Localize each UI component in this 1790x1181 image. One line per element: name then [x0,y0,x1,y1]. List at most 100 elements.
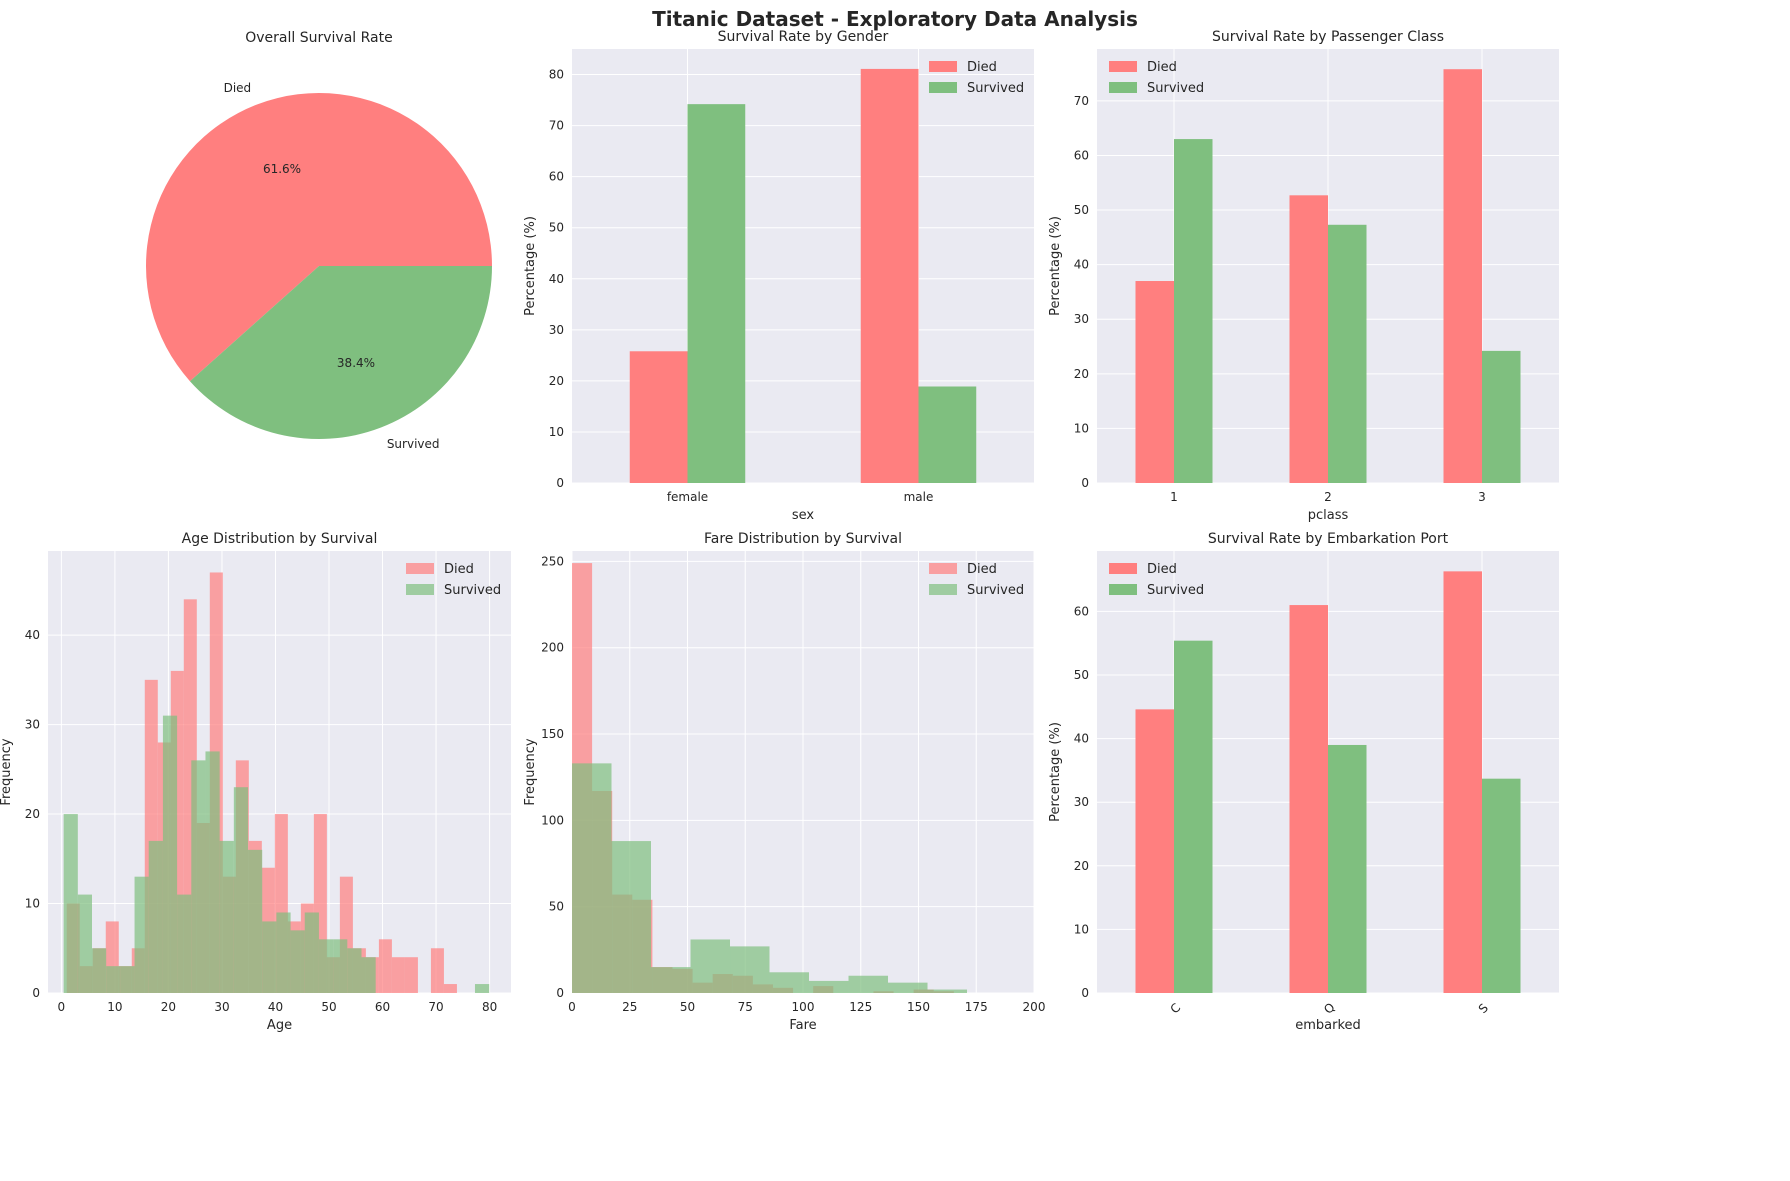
hist-bin-survived [651,967,691,993]
y-axis-label: Percentage (%) [1048,722,1063,822]
pie-pct-label: 38.4% [337,356,375,370]
legend-swatch-died [929,61,957,72]
chart-0: Overall Survival Rate Died 61.6% Survived 38… [145,30,493,451]
hist-bin-survived [290,930,305,993]
x-tick-label: 40 [268,1000,283,1014]
bar-died-s [1443,571,1482,993]
hist-bin-survived [361,957,376,993]
y-tick-label: 30 [25,718,40,732]
y-tick-label: 40 [1074,732,1089,746]
x-tick-label: female [667,490,708,504]
x-tick-label: 20 [161,1000,176,1014]
legend-label: Died [1147,562,1177,577]
bar-survived-c [1174,640,1213,993]
y-tick-label: 50 [549,900,564,914]
x-tick-label: 175 [965,1000,988,1014]
x-axis-label: Age [267,1018,292,1033]
y-tick-label: 30 [1074,795,1089,809]
legend-label: Survived [444,583,501,598]
legend-swatch-died [929,563,957,574]
chart-title: Survival Rate by Gender [718,29,889,45]
y-tick-label: 20 [549,374,564,388]
hist-bin-died [378,939,392,993]
chart-title: Overall Survival Rate [245,30,392,46]
legend: Died Survived [406,562,501,598]
y-tick-label: 60 [1074,604,1089,618]
x-axis-label: pclass [1308,508,1349,523]
y-tick-label: 10 [1074,922,1089,936]
bar-survived-q [1328,744,1367,993]
hist-bin-survived [219,840,234,993]
y-tick-label: 200 [541,641,564,655]
hist-bin-survived [769,972,810,993]
y-tick-label: 20 [1074,859,1089,873]
legend-swatch-died [1109,563,1137,574]
hist-bin-survived [162,715,178,993]
y-tick-label: 40 [25,628,40,642]
x-tick-label: 200 [1023,1000,1046,1014]
y-tick-label: 50 [1074,668,1089,682]
hist-bin-died [430,948,444,993]
hist-bin-died [404,957,418,993]
x-axis-label: embarked [1295,1018,1361,1033]
y-axis-label: Percentage (%) [523,216,538,316]
x-tick-label: 2 [1324,490,1332,504]
y-tick-label: 40 [1074,258,1089,272]
hist-bin-survived [572,763,612,993]
legend-label: Died [1147,60,1177,75]
legend: Died Survived [929,60,1024,96]
legend-swatch-survived [1109,584,1137,595]
hist-bin-survived [191,760,206,993]
x-tick-label: 100 [792,1000,815,1014]
bar-survived-3 [1482,350,1521,483]
y-tick-label: 0 [1081,986,1089,1000]
x-tick-label: 75 [738,1000,753,1014]
legend: Died Survived [1109,60,1204,96]
legend-label: Died [967,562,997,577]
hist-bin-survived [318,939,334,993]
x-tick-label: C [1167,1000,1183,1016]
hist-bin-survived [927,989,968,993]
legend-swatch-survived [929,82,957,93]
x-tick-label: S [1476,1001,1491,1016]
bar-died-female [629,351,688,483]
hist-bin-survived [177,894,192,993]
hist-bin-survived [63,814,78,993]
y-tick-label: 20 [1074,367,1089,381]
y-tick-label: 10 [25,897,40,911]
hist-bin-survived [611,841,652,993]
chart-title: Fare Distribution by Survival [704,531,902,547]
hist-bin-died [443,984,457,993]
hist-bin-survived [848,975,889,993]
legend-label: Survived [1147,81,1204,96]
hist-bin-survived [205,751,220,993]
pie-label: Survived [387,437,440,451]
legend-label: Survived [1147,583,1204,598]
y-tick-label: 50 [549,221,564,235]
y-tick-label: 250 [541,554,564,568]
x-tick-label: 3 [1478,490,1486,504]
hist-bin-survived [304,912,319,993]
hist-bin-survived [276,912,291,993]
y-tick-label: 60 [1074,148,1089,162]
hist-bin-survived [262,921,277,993]
bar-died-male [860,68,919,484]
legend-swatch-died [406,563,434,574]
chart-1: 0 10 20 30 40 50 60 70 80 female male Survival Rate… [523,29,1034,523]
hist-bin-survived [91,948,107,993]
bar-survived-male [918,386,977,483]
x-tick-label: 30 [214,1000,229,1014]
y-tick-label: 0 [556,986,564,1000]
y-tick-label: 0 [556,476,564,490]
y-tick-label: 50 [1074,203,1089,217]
hist-bin-survived [120,966,135,993]
hist-bin-survived [233,787,249,993]
y-tick-label: 0 [1081,476,1089,490]
figure-title: Titanic Dataset - Exploratory Data Analy… [652,7,1138,31]
bar-died-1 [1135,281,1174,483]
legend-label: Survived [967,81,1024,96]
x-tick-label: 150 [907,1000,930,1014]
x-tick-label: Q [1321,1000,1338,1017]
